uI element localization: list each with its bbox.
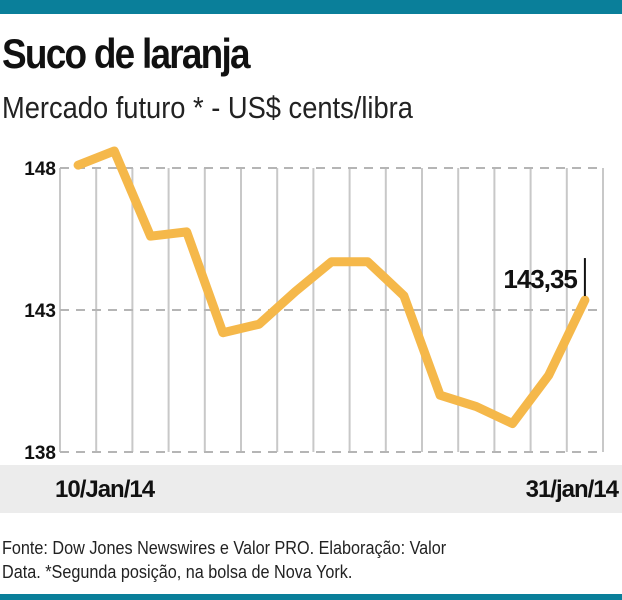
- bottom-accent-bar: [0, 594, 622, 600]
- source-note: Fonte: Dow Jones Newswires e Valor PRO. …: [2, 536, 560, 584]
- y-tick-label: 148: [24, 159, 56, 180]
- top-accent-bar: [0, 0, 622, 14]
- x-start-label: 10/Jan/14: [55, 476, 155, 503]
- chart-title: Suco de laranja: [2, 30, 251, 77]
- y-tick-label: 143: [24, 301, 56, 322]
- x-end-label: 31/jan/14: [525, 476, 619, 503]
- source-line-1: Fonte: Dow Jones Newswires e Valor PRO. …: [2, 538, 447, 558]
- source-line-2: Data. *Segunda posição, na bolsa de Nova…: [2, 562, 353, 582]
- x-axis-band: [0, 465, 622, 513]
- chart-subtitle: Mercado futuro * - US$ cents/libra: [2, 90, 413, 125]
- y-tick-label: 138: [24, 443, 56, 464]
- last-value-label: 143,35: [503, 264, 577, 294]
